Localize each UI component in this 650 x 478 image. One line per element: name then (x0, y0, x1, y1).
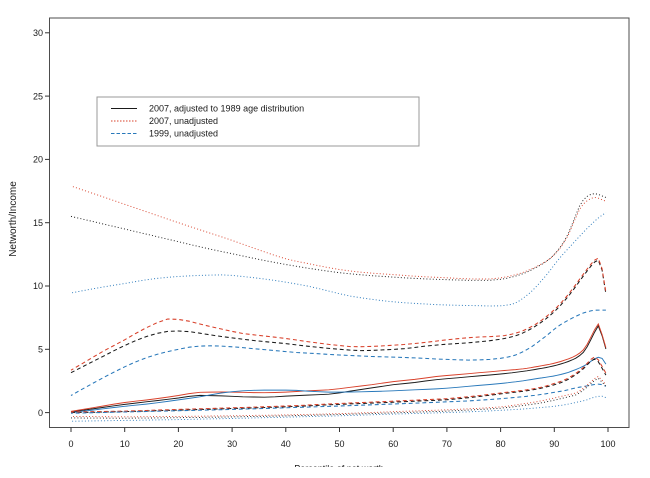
svg-text:10: 10 (33, 281, 43, 291)
svg-text:50: 50 (334, 439, 344, 449)
svg-text:80: 80 (496, 439, 506, 449)
svg-text:0: 0 (38, 408, 43, 418)
svg-text:20: 20 (33, 155, 43, 165)
svg-text:2007, adjusted to 1989 age dis: 2007, adjusted to 1989 age distribution (149, 104, 304, 114)
svg-text:Percentile of net worth: Percentile of net worth (294, 464, 384, 474)
svg-text:15: 15 (33, 218, 43, 228)
svg-text:10: 10 (120, 439, 130, 449)
svg-text:2007, unadjusted: 2007, unadjusted (149, 116, 218, 126)
svg-text:25: 25 (33, 91, 43, 101)
svg-text:0: 0 (68, 439, 73, 449)
svg-text:30: 30 (33, 28, 43, 38)
svg-text:100: 100 (600, 439, 615, 449)
svg-text:90: 90 (549, 439, 559, 449)
svg-text:20: 20 (173, 439, 183, 449)
svg-text:1999, unadjusted: 1999, unadjusted (149, 129, 218, 139)
svg-text:30: 30 (227, 439, 237, 449)
svg-text:5: 5 (38, 345, 43, 355)
svg-text:60: 60 (388, 439, 398, 449)
svg-text:Networth/Income: Networth/Income (8, 181, 19, 257)
svg-text:40: 40 (281, 439, 291, 449)
svg-text:70: 70 (442, 439, 452, 449)
